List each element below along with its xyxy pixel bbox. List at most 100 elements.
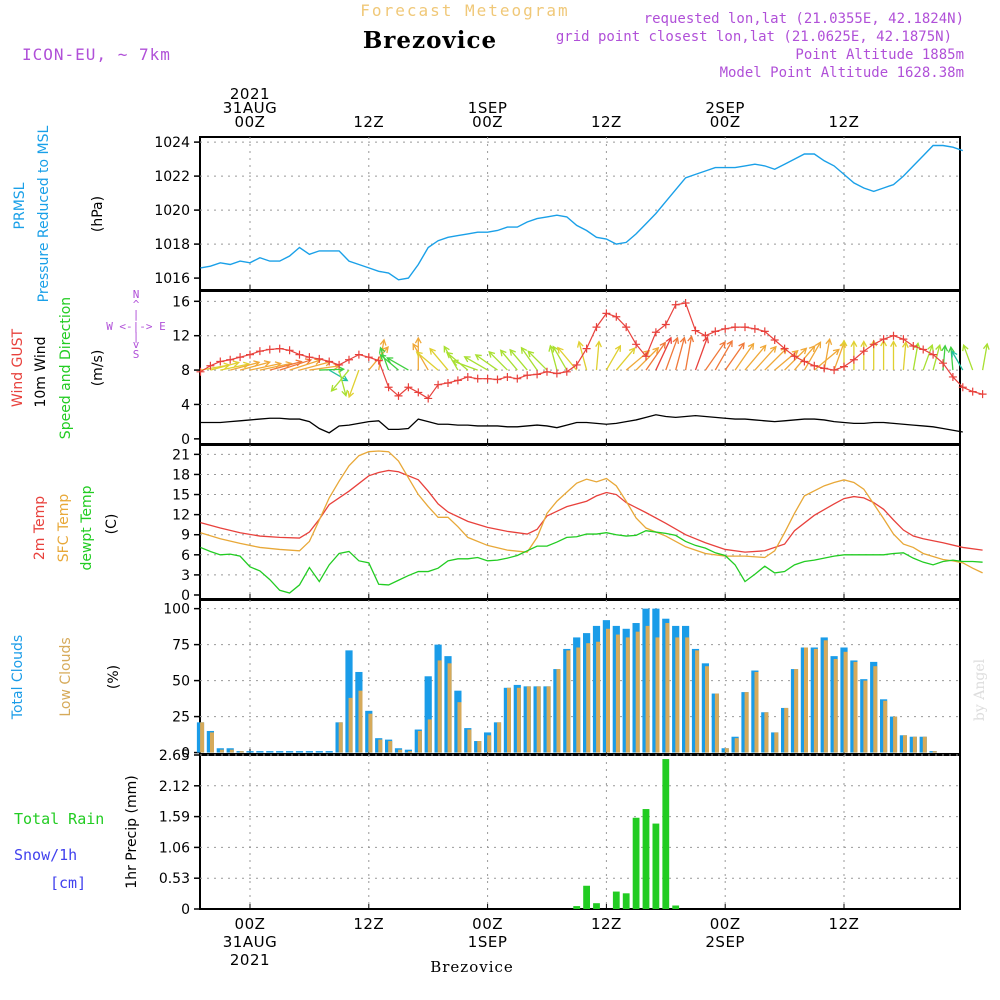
wind-arrow-shaft: [520, 347, 538, 371]
low-cloud-bar: [596, 641, 601, 753]
low-cloud-bar: [883, 700, 888, 753]
wind-direction-arrow: [635, 346, 660, 371]
wind-gust-marker: [404, 383, 413, 392]
compass-n: N: [133, 288, 140, 301]
wind-arrow-shaft: [704, 341, 726, 371]
wind-gust-marker: [731, 323, 740, 332]
cloud-labels: Total Clouds Low Clouds (%): [10, 635, 122, 720]
wind-gust-marker: [245, 350, 254, 359]
wind-arrow-head: [840, 339, 848, 347]
wind-arrow-shaft: [386, 357, 409, 371]
low-cloud-bar: [893, 716, 898, 753]
wind-gust-marker: [206, 361, 215, 370]
low-cloud-bar: [219, 749, 224, 753]
info-point-altitude: Point Altitude 1885m: [795, 47, 964, 63]
time-label-top: 00Z: [472, 113, 503, 131]
wind-arrow-head: [679, 336, 687, 344]
wind-arrow-head: [347, 390, 355, 399]
clouds-ytick-label: 75: [172, 638, 190, 654]
low-cloud-bar: [625, 637, 630, 753]
wind-gust-marker: [938, 359, 947, 368]
low-cloud-bar: [239, 751, 244, 753]
wind-arrow-shaft: [625, 350, 650, 371]
low-cloud-bar: [378, 739, 383, 753]
wind-gust-marker: [483, 374, 492, 383]
low-cloud-bar: [615, 634, 620, 753]
precipitation-ytick-label: 2.12: [159, 779, 190, 795]
wind-arrow-head: [947, 345, 955, 353]
low-cloud-bar: [229, 749, 234, 753]
wind-direction-arrow: [220, 361, 251, 371]
compass-rose: N ^ | W <-|-> E | v S: [106, 288, 166, 361]
wind-direction-arrow: [684, 335, 695, 371]
low-cloud-bar: [516, 687, 521, 753]
wind-arrow-head: [445, 351, 453, 359]
time-label-top: 12Z: [829, 113, 860, 131]
clouds-ytick-label: 25: [172, 710, 190, 726]
compass-we: W <-|-> E: [106, 320, 166, 333]
wind-arrow-head: [451, 359, 459, 366]
time-label-bottom: 1SEP: [468, 933, 508, 951]
wind-direction-arrow: [499, 349, 518, 371]
wind-gust-marker: [305, 353, 314, 362]
wind-gust-marker: [770, 335, 779, 344]
low-cloud-bar: [863, 680, 868, 753]
wind-arrow-shaft: [951, 351, 964, 371]
model-label: ICON-EU, ~ 7km: [22, 45, 171, 64]
temperature-ytick-label: 0: [181, 588, 190, 604]
wind-gust-marker: [453, 376, 462, 385]
wind-gust-marker: [265, 345, 274, 354]
rain-label: Total Rain: [14, 810, 104, 828]
wind-direction-arrow: [415, 351, 439, 371]
wind-gust-marker: [859, 347, 868, 356]
temp-sfc-line: [200, 450, 983, 574]
temperature-ytick-label: 3: [181, 568, 190, 584]
wind-gust-marker: [661, 320, 670, 329]
wind-arrow-shaft: [557, 347, 578, 371]
wind-gust-marker: [562, 367, 571, 376]
rain-bar: [612, 891, 620, 909]
plot-layer: 1016101810201022102404812160369121518210…: [154, 85, 990, 969]
total-cloud-bar: [295, 751, 304, 753]
wind-direction-arrow: [951, 350, 964, 371]
temperature-ytick-label: 21: [172, 447, 190, 463]
wind-direction-arrow: [552, 345, 568, 371]
low-cloud-bar: [407, 751, 412, 753]
wind-arrow-head: [791, 349, 799, 357]
wind-arrow-shaft: [475, 354, 498, 371]
wind-arrow-head: [243, 361, 251, 369]
wind-direction-arrow: [463, 356, 488, 371]
wind-gust-marker: [790, 352, 799, 361]
wind-arrow-head: [860, 340, 868, 348]
wind-10m-label: 10m Wind: [33, 336, 49, 407]
wind-arrow-head: [832, 348, 840, 356]
wind-gust-marker: [443, 378, 452, 387]
low-cloud-bar: [655, 637, 660, 753]
low-cloud-bar: [487, 735, 492, 753]
wind-arrow-head: [747, 342, 755, 350]
time-label-bottom: 12Z: [353, 915, 384, 933]
wind-arrow-head: [982, 342, 990, 350]
wind-gust-marker: [592, 323, 601, 332]
wind-arrow-head: [672, 336, 680, 344]
wind-gust-marker: [632, 340, 641, 349]
wind-gust-marker: [849, 355, 858, 364]
low-cloud-bar: [754, 671, 759, 753]
wind-gust-marker: [216, 357, 225, 366]
wind-arrow-shaft: [734, 343, 755, 371]
temperature-ytick-label: 18: [172, 467, 190, 483]
wind-arrow-shaft: [552, 346, 568, 371]
wind-arrow-shaft: [595, 341, 600, 371]
wind-direction-arrow: [520, 346, 538, 371]
total-cloud-bar: [305, 751, 313, 753]
wind-arrow-shaft: [429, 348, 449, 371]
wind-arrow-shaft: [764, 347, 787, 371]
low-cloud-bar: [813, 648, 818, 753]
wind-gust-marker: [711, 327, 720, 336]
wind-labels: Wind GUST 10m Wind Speed and Direction (…: [10, 288, 166, 439]
wind-direction-arrow: [474, 354, 498, 371]
wind-arrow-shaft: [981, 343, 988, 371]
info-model-altitude: Model Point Altitude 1628.38m: [720, 65, 964, 81]
temp-sfc-label: SFC Temp: [56, 494, 72, 563]
